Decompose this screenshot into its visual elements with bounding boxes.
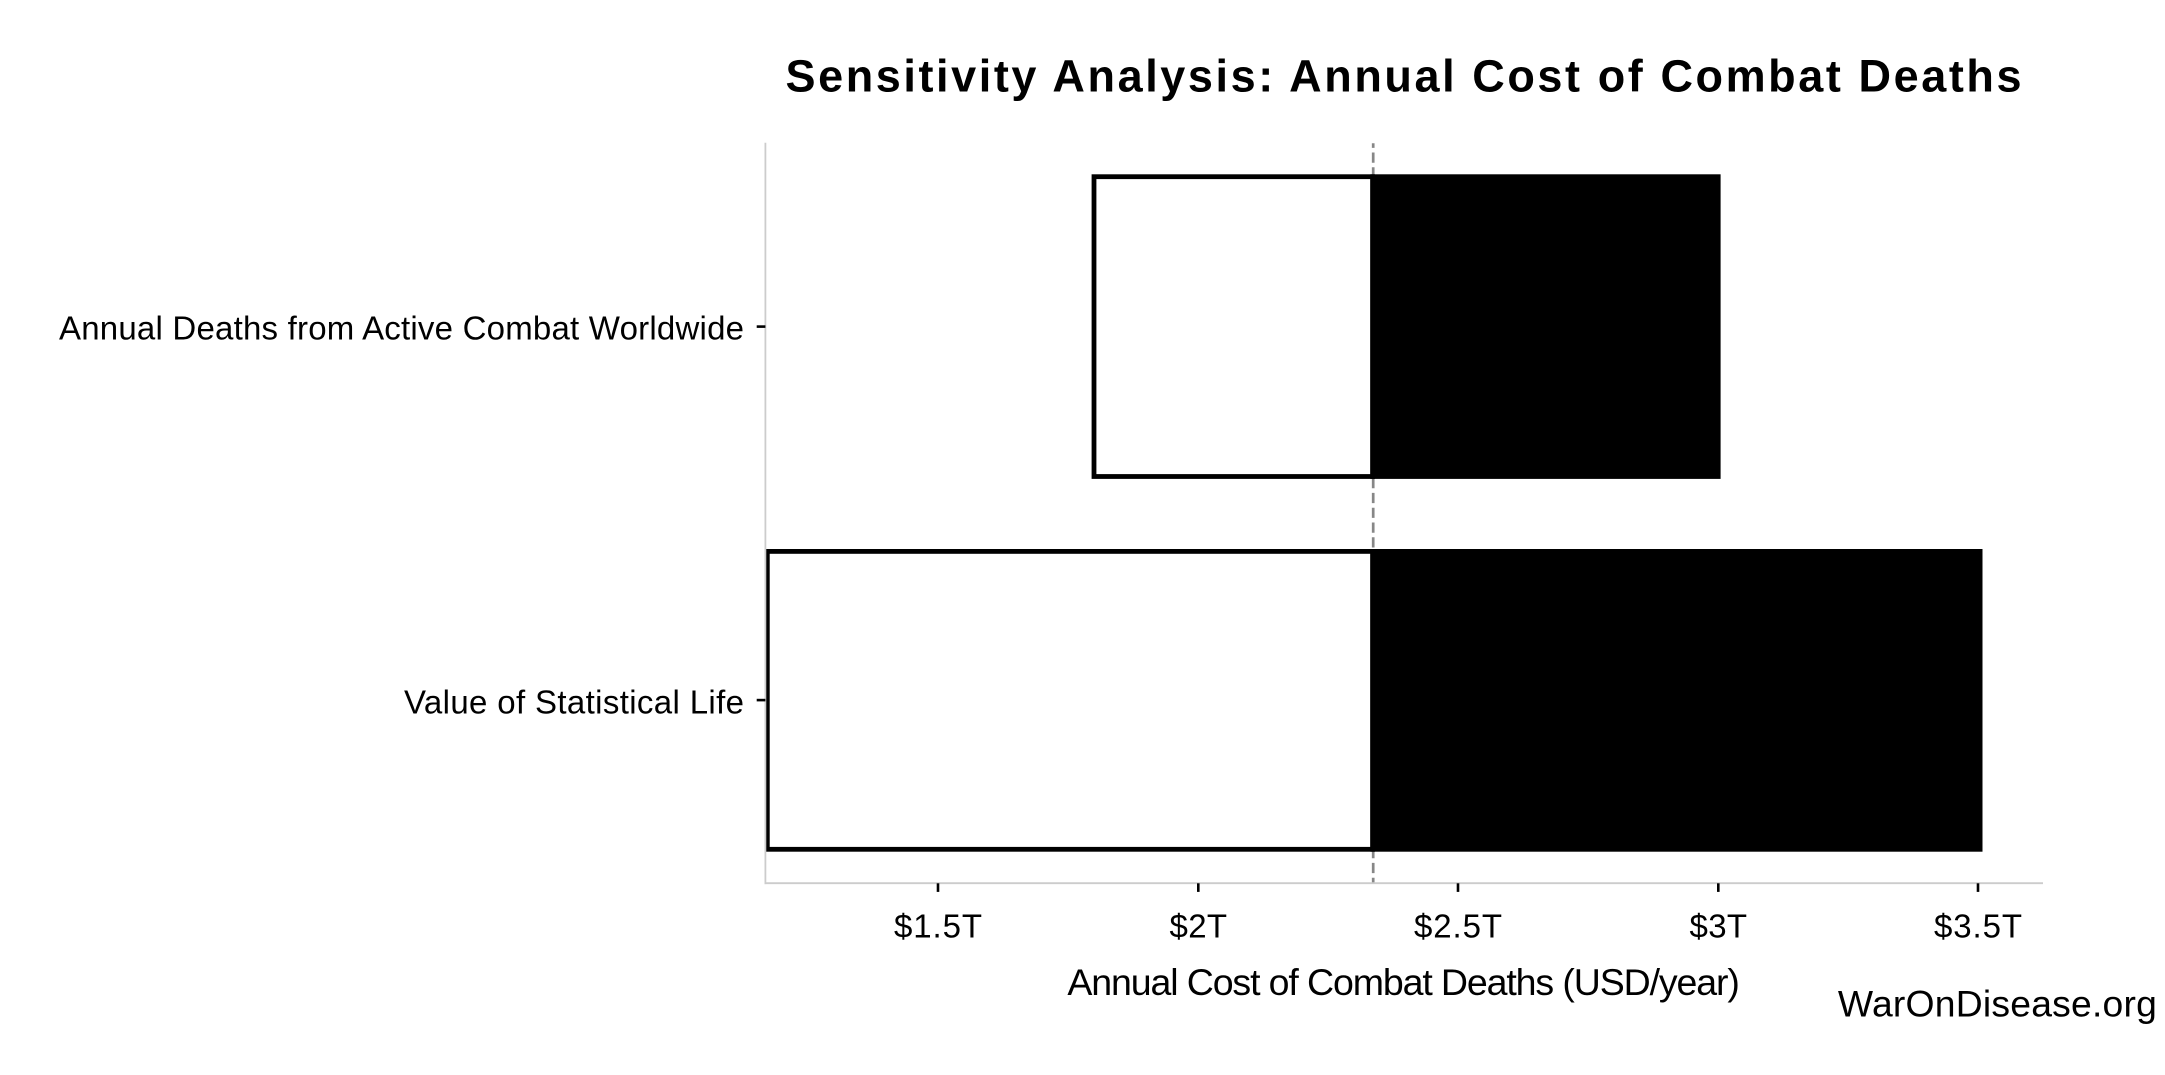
svg-text:$3T: $3T <box>1690 907 1748 944</box>
svg-text:$2.5T: $2.5T <box>1414 907 1502 944</box>
svg-text:Sensitivity Analysis: Annual C: Sensitivity Analysis: Annual Cost of Com… <box>786 51 2022 102</box>
svg-text:$2T: $2T <box>1170 907 1228 944</box>
svg-text:WarOnDisease.org: WarOnDisease.org <box>1838 982 2157 1024</box>
svg-text:$3.5T: $3.5T <box>1934 907 2022 944</box>
svg-text:Value of Statistical Life: Value of Statistical Life <box>404 683 744 720</box>
svg-text:$1.5T: $1.5T <box>894 907 982 944</box>
svg-text:Annual Cost of Combat Deaths (: Annual Cost of Combat Deaths (USD/year) <box>1067 961 1740 1003</box>
svg-text:Annual Deaths from Active Comb: Annual Deaths from Active Combat Worldwi… <box>59 310 744 347</box>
